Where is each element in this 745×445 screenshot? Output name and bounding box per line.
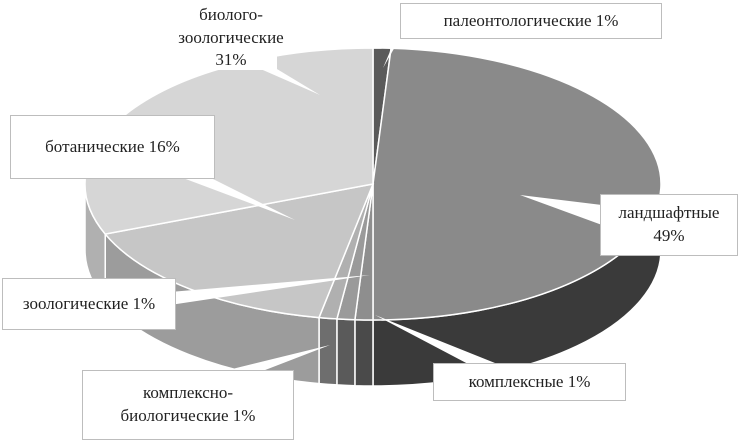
callout-pointer-5 xyxy=(220,345,330,372)
label-paleontologicheskie: палеонтологические 1% xyxy=(400,3,662,39)
callout-pointer-4 xyxy=(170,275,370,305)
callout-pointer-1 xyxy=(383,28,400,68)
callout-pointer-2 xyxy=(175,175,295,220)
callout-pointer-6 xyxy=(375,315,500,365)
label-zoologicheskie: зоологические 1% xyxy=(2,278,176,330)
slice-top-6 xyxy=(84,47,374,235)
label-kompleksnye: комплексные 1% xyxy=(433,363,626,401)
callout-pointer-3 xyxy=(520,195,602,225)
label-biologo-zoologicheskie: биолого- зоологические 31% xyxy=(178,4,284,70)
slice-side-4 xyxy=(318,316,338,386)
slice-side-3 xyxy=(336,318,356,387)
label-kompleksno-biologicheskie: комплексно- биологические 1% xyxy=(82,370,294,440)
slice-side-2 xyxy=(354,318,374,387)
label-landshaftnye: ландшафтные 49% xyxy=(600,194,738,256)
label-botanicheskie: ботанические 16% xyxy=(10,115,215,179)
slice-top-1 xyxy=(372,47,662,321)
